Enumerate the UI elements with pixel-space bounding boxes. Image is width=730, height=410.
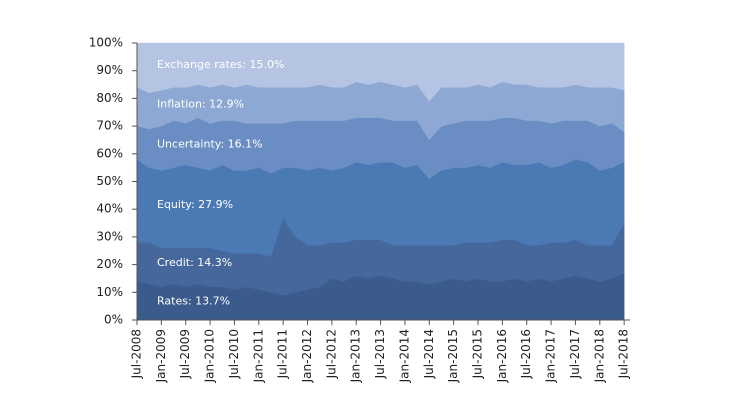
x-tick-label: Jan-2010 — [203, 329, 217, 383]
y-tick-label: 10% — [96, 285, 123, 299]
x-tick-label: Jul-2011 — [276, 329, 290, 379]
x-tick-label: Jan-2015 — [446, 329, 460, 383]
series-label: Credit: 14.3% — [157, 256, 232, 269]
y-tick-label: 80% — [96, 91, 123, 105]
series-label: Inflation: 12.9% — [157, 98, 244, 111]
area — [136, 42, 625, 102]
series-label: Rates: 13.7% — [157, 294, 230, 307]
x-tick-label: Jul-2016 — [519, 329, 533, 379]
x-tick-label: Jul-2015 — [471, 329, 485, 379]
y-tick-label: 30% — [96, 229, 123, 243]
y-tick-label: 100% — [89, 36, 123, 50]
x-tick-label: Jul-2013 — [373, 329, 387, 379]
y-tick-label: 40% — [96, 202, 123, 216]
series-label: Uncertainty: 16.1% — [157, 137, 263, 150]
y-tick-label: 70% — [96, 119, 123, 133]
y-tick-label: 50% — [96, 174, 123, 188]
x-tick-label: Jul-2010 — [227, 329, 241, 379]
x-tick-label: Jul-2014 — [422, 329, 436, 379]
x-tick-label: Jul-2017 — [568, 329, 582, 379]
y-tick-label: 20% — [96, 257, 123, 271]
x-tick-label: Jan-2014 — [397, 329, 411, 383]
x-tick-label: Jan-2018 — [592, 329, 606, 383]
x-tick-label: Jan-2016 — [495, 329, 509, 383]
x-tick-label: Jul-2009 — [178, 329, 192, 379]
series-label: Equity: 27.9% — [157, 198, 233, 211]
y-tick-label: 90% — [96, 63, 123, 77]
series-label: Exchange rates: 15.0% — [157, 58, 284, 71]
x-tick-label: Jan-2017 — [544, 329, 558, 383]
x-tick-label: Jul-2008 — [130, 329, 144, 379]
x-tick-label: Jan-2009 — [154, 329, 168, 383]
x-tick-label: Jan-2011 — [251, 329, 265, 383]
y-tick-label: 0% — [104, 313, 123, 327]
x-tick-label: Jan-2013 — [349, 329, 363, 383]
y-tick-label: 60% — [96, 146, 123, 160]
x-tick-label: Jul-2018 — [617, 329, 631, 379]
x-tick-label: Jul-2012 — [324, 329, 338, 379]
x-tick-label: Jan-2012 — [300, 329, 314, 383]
